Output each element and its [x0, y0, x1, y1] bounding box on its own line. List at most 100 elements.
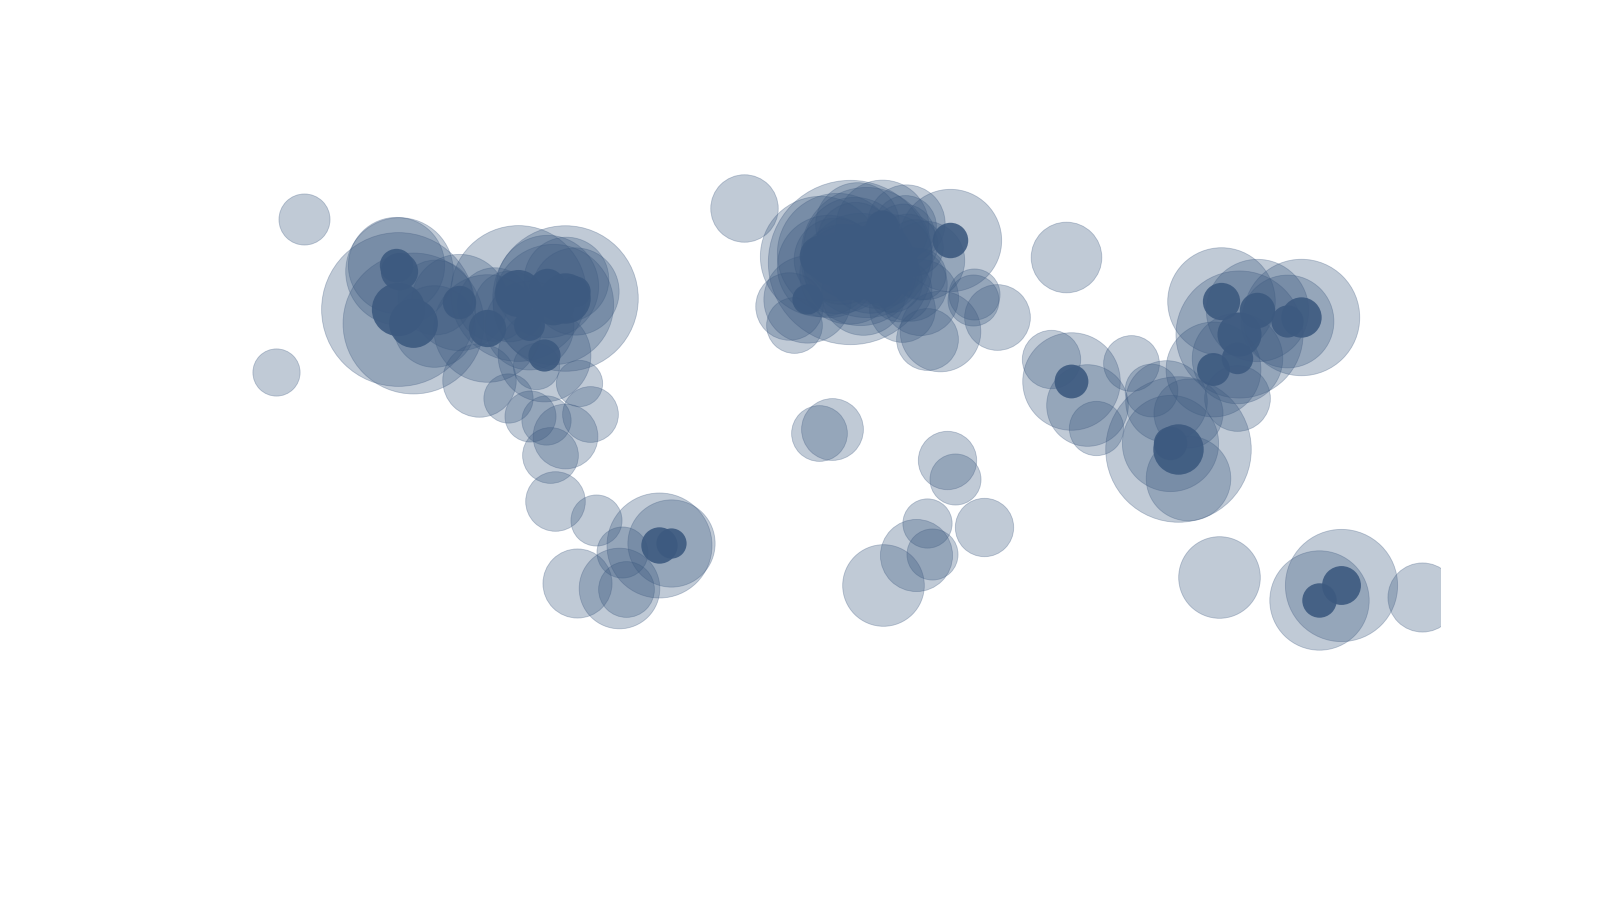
Point — [869, 219, 894, 233]
Point — [531, 348, 557, 363]
Point — [1245, 302, 1270, 317]
Point — [1288, 310, 1314, 324]
Point — [517, 318, 542, 332]
Point — [1165, 442, 1190, 456]
Point — [382, 258, 408, 273]
Point — [506, 286, 531, 301]
Point — [400, 316, 426, 330]
Point — [659, 536, 685, 550]
Point — [914, 516, 939, 530]
Point — [422, 290, 448, 304]
Point — [858, 255, 883, 269]
Point — [542, 493, 568, 508]
Point — [534, 279, 560, 293]
Point — [1058, 374, 1083, 388]
Point — [382, 258, 408, 273]
Point — [1200, 362, 1226, 376]
Point — [517, 410, 542, 424]
Point — [842, 241, 867, 256]
Point — [538, 448, 563, 463]
Point — [541, 297, 566, 311]
Point — [907, 266, 933, 281]
Point — [819, 422, 845, 436]
Point — [858, 264, 883, 278]
Point — [850, 286, 875, 301]
Point — [606, 580, 632, 595]
Point — [837, 255, 862, 269]
Point — [1206, 570, 1232, 584]
Point — [890, 229, 915, 243]
Point — [984, 310, 1010, 324]
Point — [1139, 382, 1165, 397]
Point — [853, 245, 878, 259]
Point — [869, 219, 894, 233]
Point — [888, 283, 914, 297]
Point — [1328, 578, 1354, 592]
Point — [890, 302, 915, 316]
Point — [474, 321, 499, 336]
Point — [1226, 328, 1251, 342]
Point — [1154, 394, 1179, 409]
Point — [898, 276, 923, 291]
Point — [1053, 250, 1078, 265]
Point — [842, 241, 867, 256]
Point — [962, 287, 987, 302]
Point — [1274, 314, 1299, 328]
Point — [837, 255, 862, 269]
Point — [1200, 362, 1226, 376]
Point — [496, 299, 522, 313]
Point — [920, 547, 946, 562]
Point — [496, 392, 522, 406]
Point — [1226, 328, 1251, 342]
Point — [842, 233, 867, 248]
Point — [386, 264, 411, 278]
Point — [893, 219, 918, 233]
Point — [1328, 578, 1354, 592]
Point — [566, 376, 592, 391]
Point — [552, 291, 578, 305]
Point — [912, 253, 938, 267]
Point — [880, 247, 906, 261]
Point — [862, 271, 888, 285]
Point — [731, 201, 757, 215]
Point — [934, 453, 960, 467]
Point — [1165, 442, 1190, 456]
Point — [646, 538, 672, 553]
Point — [936, 232, 962, 247]
Point — [853, 245, 878, 259]
Point — [806, 249, 832, 264]
Point — [506, 286, 531, 301]
Point — [795, 292, 821, 306]
Point — [1083, 420, 1109, 435]
Point — [386, 264, 411, 278]
Point — [893, 215, 918, 230]
Point — [894, 237, 920, 251]
Point — [1410, 590, 1435, 604]
Point — [565, 576, 590, 590]
Point — [482, 297, 507, 311]
Point — [936, 232, 962, 247]
Point — [814, 259, 840, 274]
Point — [386, 302, 411, 316]
Point — [902, 239, 928, 254]
Point — [446, 294, 472, 309]
Point — [858, 264, 883, 278]
Point — [1157, 436, 1182, 450]
Point — [837, 266, 862, 281]
Point — [1224, 351, 1250, 365]
Point — [942, 472, 968, 486]
Point — [1157, 436, 1182, 450]
Point — [1306, 593, 1331, 608]
Point — [872, 265, 898, 279]
Point — [534, 279, 560, 293]
Point — [421, 319, 446, 333]
Point — [466, 373, 491, 387]
Point — [1224, 392, 1250, 406]
Point — [264, 365, 290, 380]
Point — [1288, 310, 1314, 324]
Point — [1245, 302, 1270, 317]
Point — [552, 429, 578, 444]
Point — [474, 321, 499, 336]
Point — [824, 246, 850, 260]
Point — [904, 548, 930, 562]
